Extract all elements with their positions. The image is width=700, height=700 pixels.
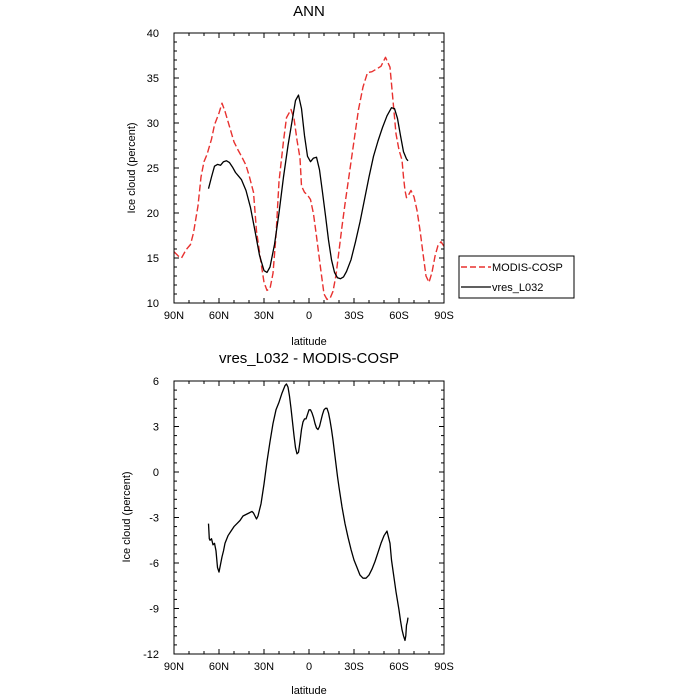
x-tick-label: 90N: [164, 310, 184, 322]
y-axis-label: Ice cloud (percent): [121, 471, 133, 562]
chart-title: vres_L032 - MODIS-COSP: [219, 350, 399, 367]
x-tick-label: 90S: [434, 661, 454, 673]
axis-ticks: 90N 60N 30N 0 30S 60S 90S 10 15 20 25 30 35 40: [147, 28, 454, 322]
x-tick-label: 60S: [389, 310, 409, 322]
y-tick-label: 10: [147, 298, 159, 310]
legend: MODIS-COSP vres_L032: [458, 255, 575, 299]
series-group: [173, 56, 445, 301]
y-tick-label: 6: [153, 376, 159, 388]
x-tick-label: 0: [306, 310, 312, 322]
legend-label-vres: vres_L032: [492, 282, 543, 294]
series-line-difference: [207, 383, 409, 642]
legend-label-modis: MODIS-COSP: [492, 262, 563, 274]
y-tick-label: 20: [147, 208, 159, 220]
x-tick-label: 30N: [254, 661, 274, 673]
x-tick-label: 30N: [254, 310, 274, 322]
y-tick-label: 15: [147, 253, 159, 265]
y-tick-label: -3: [149, 513, 159, 525]
y-tick-label: 35: [147, 73, 159, 85]
y-tick-label: 0: [153, 467, 159, 479]
plot-frame: [173, 380, 445, 655]
series-line-modis-cosp: [173, 56, 445, 301]
y-tick-label: 25: [147, 163, 159, 175]
y-tick-label: 30: [147, 118, 159, 130]
x-axis-label: latitude: [291, 336, 326, 348]
x-tick-label: 60N: [209, 310, 229, 322]
y-tick-label: 40: [147, 28, 159, 40]
y-tick-label: -6: [149, 558, 159, 570]
axis-ticks: 90N 60N 30N 0 30S 60S 90S -12 -9 -6 -3 0 3 6: [143, 376, 454, 673]
x-tick-label: 0: [306, 661, 312, 673]
x-tick-label: 30S: [344, 310, 364, 322]
x-tick-label: 60S: [389, 661, 409, 673]
y-tick-label: -9: [149, 604, 159, 616]
panel-difference: vres_L032 - MODIS-COSP 90N 60N 30N 0 30S 60S 9…: [121, 350, 454, 697]
chart-title: ANN: [293, 3, 325, 20]
x-tick-label: 90N: [164, 661, 184, 673]
panel-annual-ice-cloud: ANN 90N 60N 30N 0 30S 60S 90S 10 15 20 25 30 35 40 la…: [126, 3, 575, 348]
x-tick-label: 30S: [344, 661, 364, 673]
x-axis-label: latitude: [291, 685, 326, 697]
series-group: [207, 383, 409, 642]
y-axis-label: Ice cloud (percent): [126, 122, 138, 213]
series-line-vres-l032: [207, 94, 409, 280]
x-tick-label: 60N: [209, 661, 229, 673]
legend-box: [458, 255, 575, 299]
y-tick-label: -12: [143, 649, 159, 661]
x-tick-label: 90S: [434, 310, 454, 322]
y-tick-label: 3: [153, 422, 159, 434]
